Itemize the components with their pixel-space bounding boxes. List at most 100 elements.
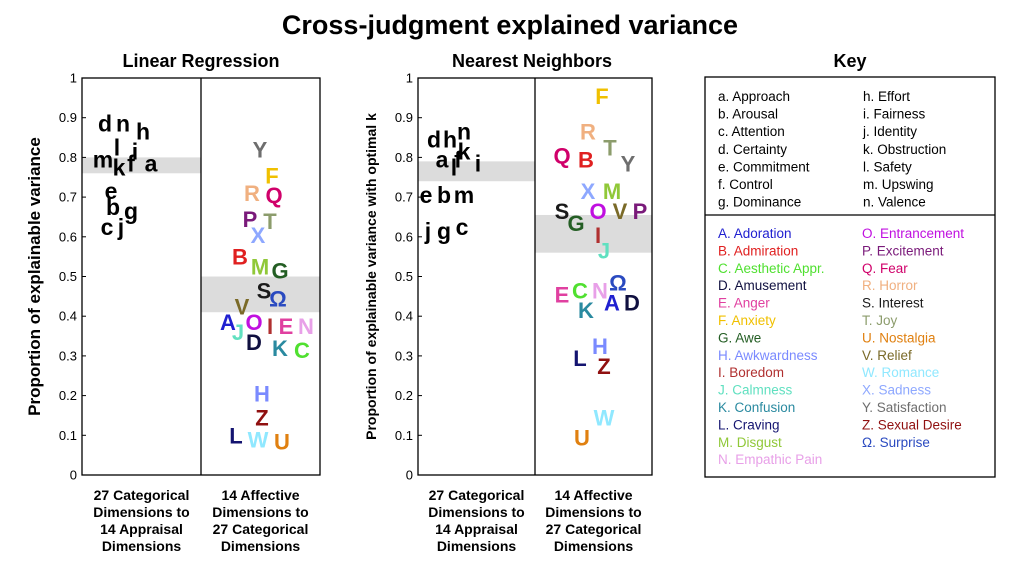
y-tick-label: 0.5	[59, 269, 77, 284]
key-category-item: O. Entrancement	[862, 226, 964, 241]
key-appraisal-item: b. Arousal	[718, 107, 778, 122]
key-title: Key	[833, 51, 866, 71]
point-S: S	[257, 278, 272, 303]
chart-panel-2: 0 0.1 0.2 0.3 0.4 0.5 0.6 0.7 0.8 0.9 1 Nearest Nei…	[363, 51, 653, 554]
key-appraisal-item: n. Valence	[863, 195, 926, 210]
point-U: U	[574, 425, 590, 450]
key-category-item: Ω. Surprise	[862, 435, 930, 450]
point-J: J	[598, 239, 610, 264]
chart-panel-1: 0 0.1 0.2 0.3 0.4 0.5 0.6 0.7 0.8 0.9 1 Linear Regr…	[25, 51, 321, 554]
point-g: g	[437, 218, 451, 244]
key-category-item: B. Admiration	[718, 243, 798, 258]
point-h: h	[136, 119, 150, 145]
point-B: B	[232, 245, 248, 270]
y-tick-label: 0	[406, 468, 413, 483]
point-f: f	[127, 150, 135, 176]
point-P: P	[243, 207, 258, 232]
point-X: X	[251, 223, 266, 248]
point-N: N	[298, 314, 314, 339]
key-appraisal-item: j. Identity	[862, 124, 917, 139]
y-tick-label: 0.9	[59, 110, 77, 125]
point-R: R	[244, 181, 260, 206]
y-tick-label: 0.9	[395, 110, 413, 125]
key-category-item: I. Boredom	[718, 365, 784, 380]
point-Y: Y	[253, 137, 268, 162]
key-appraisal-item: f. Control	[718, 177, 773, 192]
y-tick-label: 0.4	[395, 309, 413, 324]
point-c: c	[456, 214, 469, 240]
key-frame	[704, 76, 996, 478]
y-tick-label: 0.2	[59, 388, 77, 403]
y-tick-label: 0.6	[395, 229, 413, 244]
point-H: H	[254, 382, 270, 407]
point-F: F	[265, 163, 278, 188]
key-appraisal-item: c. Attention	[718, 124, 785, 139]
key-category-item: Y. Satisfaction	[862, 400, 947, 415]
y-tick-label: 1	[70, 71, 77, 86]
y-axis-label: Proportion of explainable variance	[25, 137, 44, 416]
x-caption-line: 14 Affective	[221, 487, 299, 503]
key-category-item: J. Calmness	[718, 383, 793, 398]
point-V: V	[235, 294, 250, 319]
y-tick-label: 1	[406, 71, 413, 86]
key-category-item: L. Craving	[718, 417, 780, 432]
key-category-item: M. Disgust	[718, 435, 782, 450]
point-h: h	[443, 127, 457, 153]
panel-title: Linear Regression	[122, 51, 279, 71]
x-caption-line: Dimensions	[554, 538, 634, 554]
point-e: e	[105, 178, 118, 204]
point-H: H	[592, 334, 608, 359]
key-category-item: K. Confusion	[718, 400, 795, 415]
point-X: X	[581, 179, 596, 204]
point-Ω: Ω	[609, 270, 627, 295]
key-appraisal-item: a. Approach	[718, 89, 790, 104]
point-I: I	[595, 223, 601, 248]
point-V: V	[613, 199, 628, 224]
point-b: b	[437, 182, 451, 208]
key-appraisal-item: i. Fairness	[863, 107, 926, 122]
key-appraisal-item: k. Obstruction	[863, 142, 946, 157]
point-j: j	[424, 218, 431, 244]
point-B: B	[578, 147, 594, 172]
y-tick-label: 0.1	[59, 428, 77, 443]
point-L: L	[573, 346, 586, 371]
point-R: R	[580, 120, 596, 145]
key-category-item: H. Awkwardness	[718, 348, 818, 363]
point-E: E	[279, 314, 294, 339]
key-category-item: Q. Fear	[862, 261, 908, 276]
key-category-item: D. Amusement	[718, 278, 807, 293]
x-caption-line: Dimensions	[221, 538, 301, 554]
point-m: m	[93, 146, 113, 172]
point-K: K	[578, 298, 594, 323]
point-a: a	[145, 150, 158, 176]
point-L: L	[229, 423, 242, 448]
key-appraisal-item: l. Safety	[863, 159, 912, 174]
point-e: e	[420, 182, 433, 208]
y-tick-label: 0.2	[395, 388, 413, 403]
figure-title: Cross-judgment explained variance	[282, 10, 738, 40]
y-tick-label: 0.8	[395, 150, 413, 165]
key-appraisal-item: m. Upswing	[863, 177, 934, 192]
chart-panels: 0 0.1 0.2 0.3 0.4 0.5 0.6 0.7 0.8 0.9 1 Linear Regr…	[25, 51, 653, 554]
y-tick-label: 0.7	[59, 190, 77, 205]
key-category-item: P. Excitement	[862, 243, 944, 258]
point-G: G	[271, 259, 288, 284]
point-Q: Q	[553, 143, 570, 168]
key-category-item: C. Aesthetic Appr.	[718, 261, 825, 276]
y-tick-label: 0.3	[395, 348, 413, 363]
key-category-item: G. Awe	[718, 330, 761, 345]
band-col-1	[82, 157, 201, 174]
point-C: C	[572, 278, 588, 303]
y-axis-label: Proportion of explainable variance with …	[363, 113, 379, 440]
point-d: d	[98, 111, 112, 137]
point-T: T	[263, 209, 277, 234]
key-category-item: R. Horror	[862, 278, 918, 293]
point-A: A	[604, 290, 620, 315]
x-caption-line: Dimensions to	[428, 504, 524, 520]
panel-title: Nearest Neighbors	[452, 51, 612, 71]
point-T: T	[603, 135, 617, 160]
point-W: W	[594, 405, 615, 430]
point-Q: Q	[265, 183, 282, 208]
point-f: f	[454, 146, 462, 172]
key-category-item: F. Anxiety	[718, 313, 776, 328]
